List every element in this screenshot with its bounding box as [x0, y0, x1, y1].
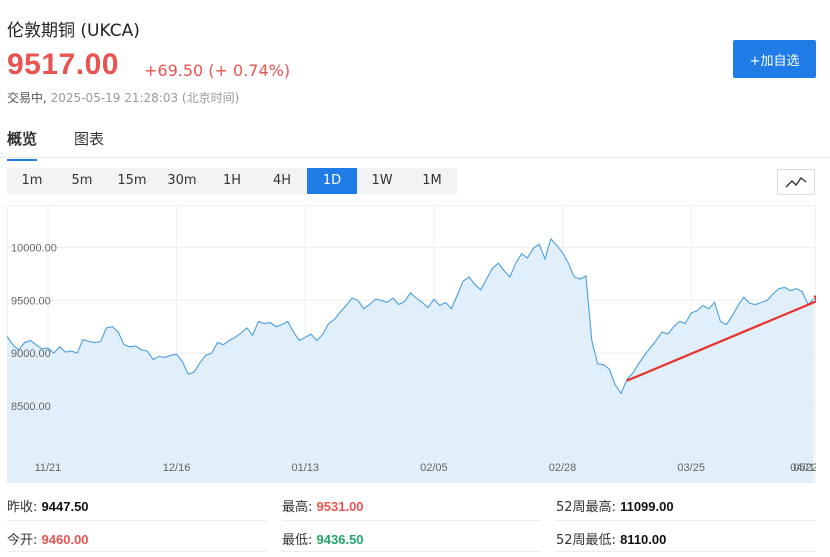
range-1m[interactable]: 1m [21, 173, 43, 188]
chart-type-button[interactable] [777, 169, 815, 195]
range-1h[interactable]: 1H [222, 173, 242, 188]
y-tick-label: 9500.00 [11, 295, 51, 307]
tab-overview[interactable]: 概览 [7, 128, 38, 161]
price-line [7, 237, 815, 395]
timestamp: 2025-05-19 21:28:03 (北京时间) [50, 91, 240, 105]
x-tick-label: 02/28 [549, 462, 577, 474]
x-tick-label: 01/13 [291, 462, 319, 474]
tab-bar: 概览 图表 [7, 128, 104, 161]
stat-label: 今开: [7, 533, 38, 548]
range-selector: 1m 5m 15m 30m 1H 4H 1D 1W 1M [7, 168, 457, 194]
stat-label: 最低: [282, 533, 313, 548]
stat-prev-close: 昨收: 9447.50 [7, 496, 89, 515]
stat-value: 11099.00 [620, 499, 674, 514]
stat-52w-high: 52周最高: 11099.00 [556, 496, 674, 515]
divider [282, 520, 540, 521]
stat-high: 最高: 9531.00 [282, 496, 364, 515]
stat-value: 9436.50 [316, 532, 364, 547]
annotation-arrowhead [813, 295, 816, 302]
page-title: 伦敦期铜 (UKCA) [7, 21, 140, 41]
y-tick-label: 10000.00 [11, 242, 57, 254]
y-tick-label: 8500.00 [11, 401, 51, 413]
last-price: 9517.00 [7, 48, 119, 81]
annotation-arrow [626, 300, 816, 382]
stat-value: 9531.00 [316, 499, 364, 514]
divider [556, 551, 816, 552]
tab-chart[interactable]: 图表 [74, 130, 105, 148]
stat-value: 9447.50 [41, 499, 89, 514]
tab-divider [0, 157, 830, 158]
stat-open: 今开: 9460.00 [7, 529, 89, 548]
divider [7, 520, 267, 521]
x-tick-label: 04/22 [790, 462, 816, 474]
price-chart[interactable]: 10000.00 9500.00 9000.00 8500.00 11/21 12/16 0… [7, 205, 816, 483]
range-5m[interactable]: 5m [71, 173, 93, 188]
x-tick-label: 05/1 [793, 462, 814, 474]
x-tick-label: 11/21 [35, 462, 62, 474]
price-area [7, 238, 814, 483]
stat-low: 最低: 9436.50 [282, 529, 364, 548]
stat-label: 昨收: [7, 500, 38, 515]
y-tick-label: 9000.00 [11, 348, 51, 360]
stat-label: 52周最高: [556, 500, 616, 515]
x-tick-label: 03/25 [677, 462, 705, 474]
stat-label: 52周最低: [556, 533, 616, 548]
divider [7, 551, 267, 552]
range-30m[interactable]: 30m [167, 173, 197, 188]
range-1d[interactable]: 1D [307, 168, 357, 194]
range-1mo[interactable]: 1M [422, 173, 442, 188]
add-to-watchlist-button[interactable]: +加自选 [733, 40, 816, 78]
stat-value: 8110.00 [620, 532, 667, 547]
divider [282, 551, 540, 552]
stat-value: 9460.00 [41, 532, 89, 547]
market-status: 交易中, 2025-05-19 21:28:03 (北京时间) [7, 89, 239, 106]
price-change: +69.50 (+ 0.74%) [144, 61, 291, 80]
stat-52w-low: 52周最低: 8110.00 [556, 529, 666, 548]
divider [556, 520, 816, 521]
stat-label: 最高: [282, 500, 313, 515]
x-tick-label: 02/05 [420, 462, 448, 474]
range-4h[interactable]: 4H [272, 173, 292, 188]
range-15m[interactable]: 15m [117, 173, 147, 188]
x-tick-label: 12/16 [163, 462, 191, 474]
trading-status: 交易中, [7, 91, 47, 105]
line-chart-icon [785, 176, 807, 188]
range-1w[interactable]: 1W [371, 173, 393, 188]
